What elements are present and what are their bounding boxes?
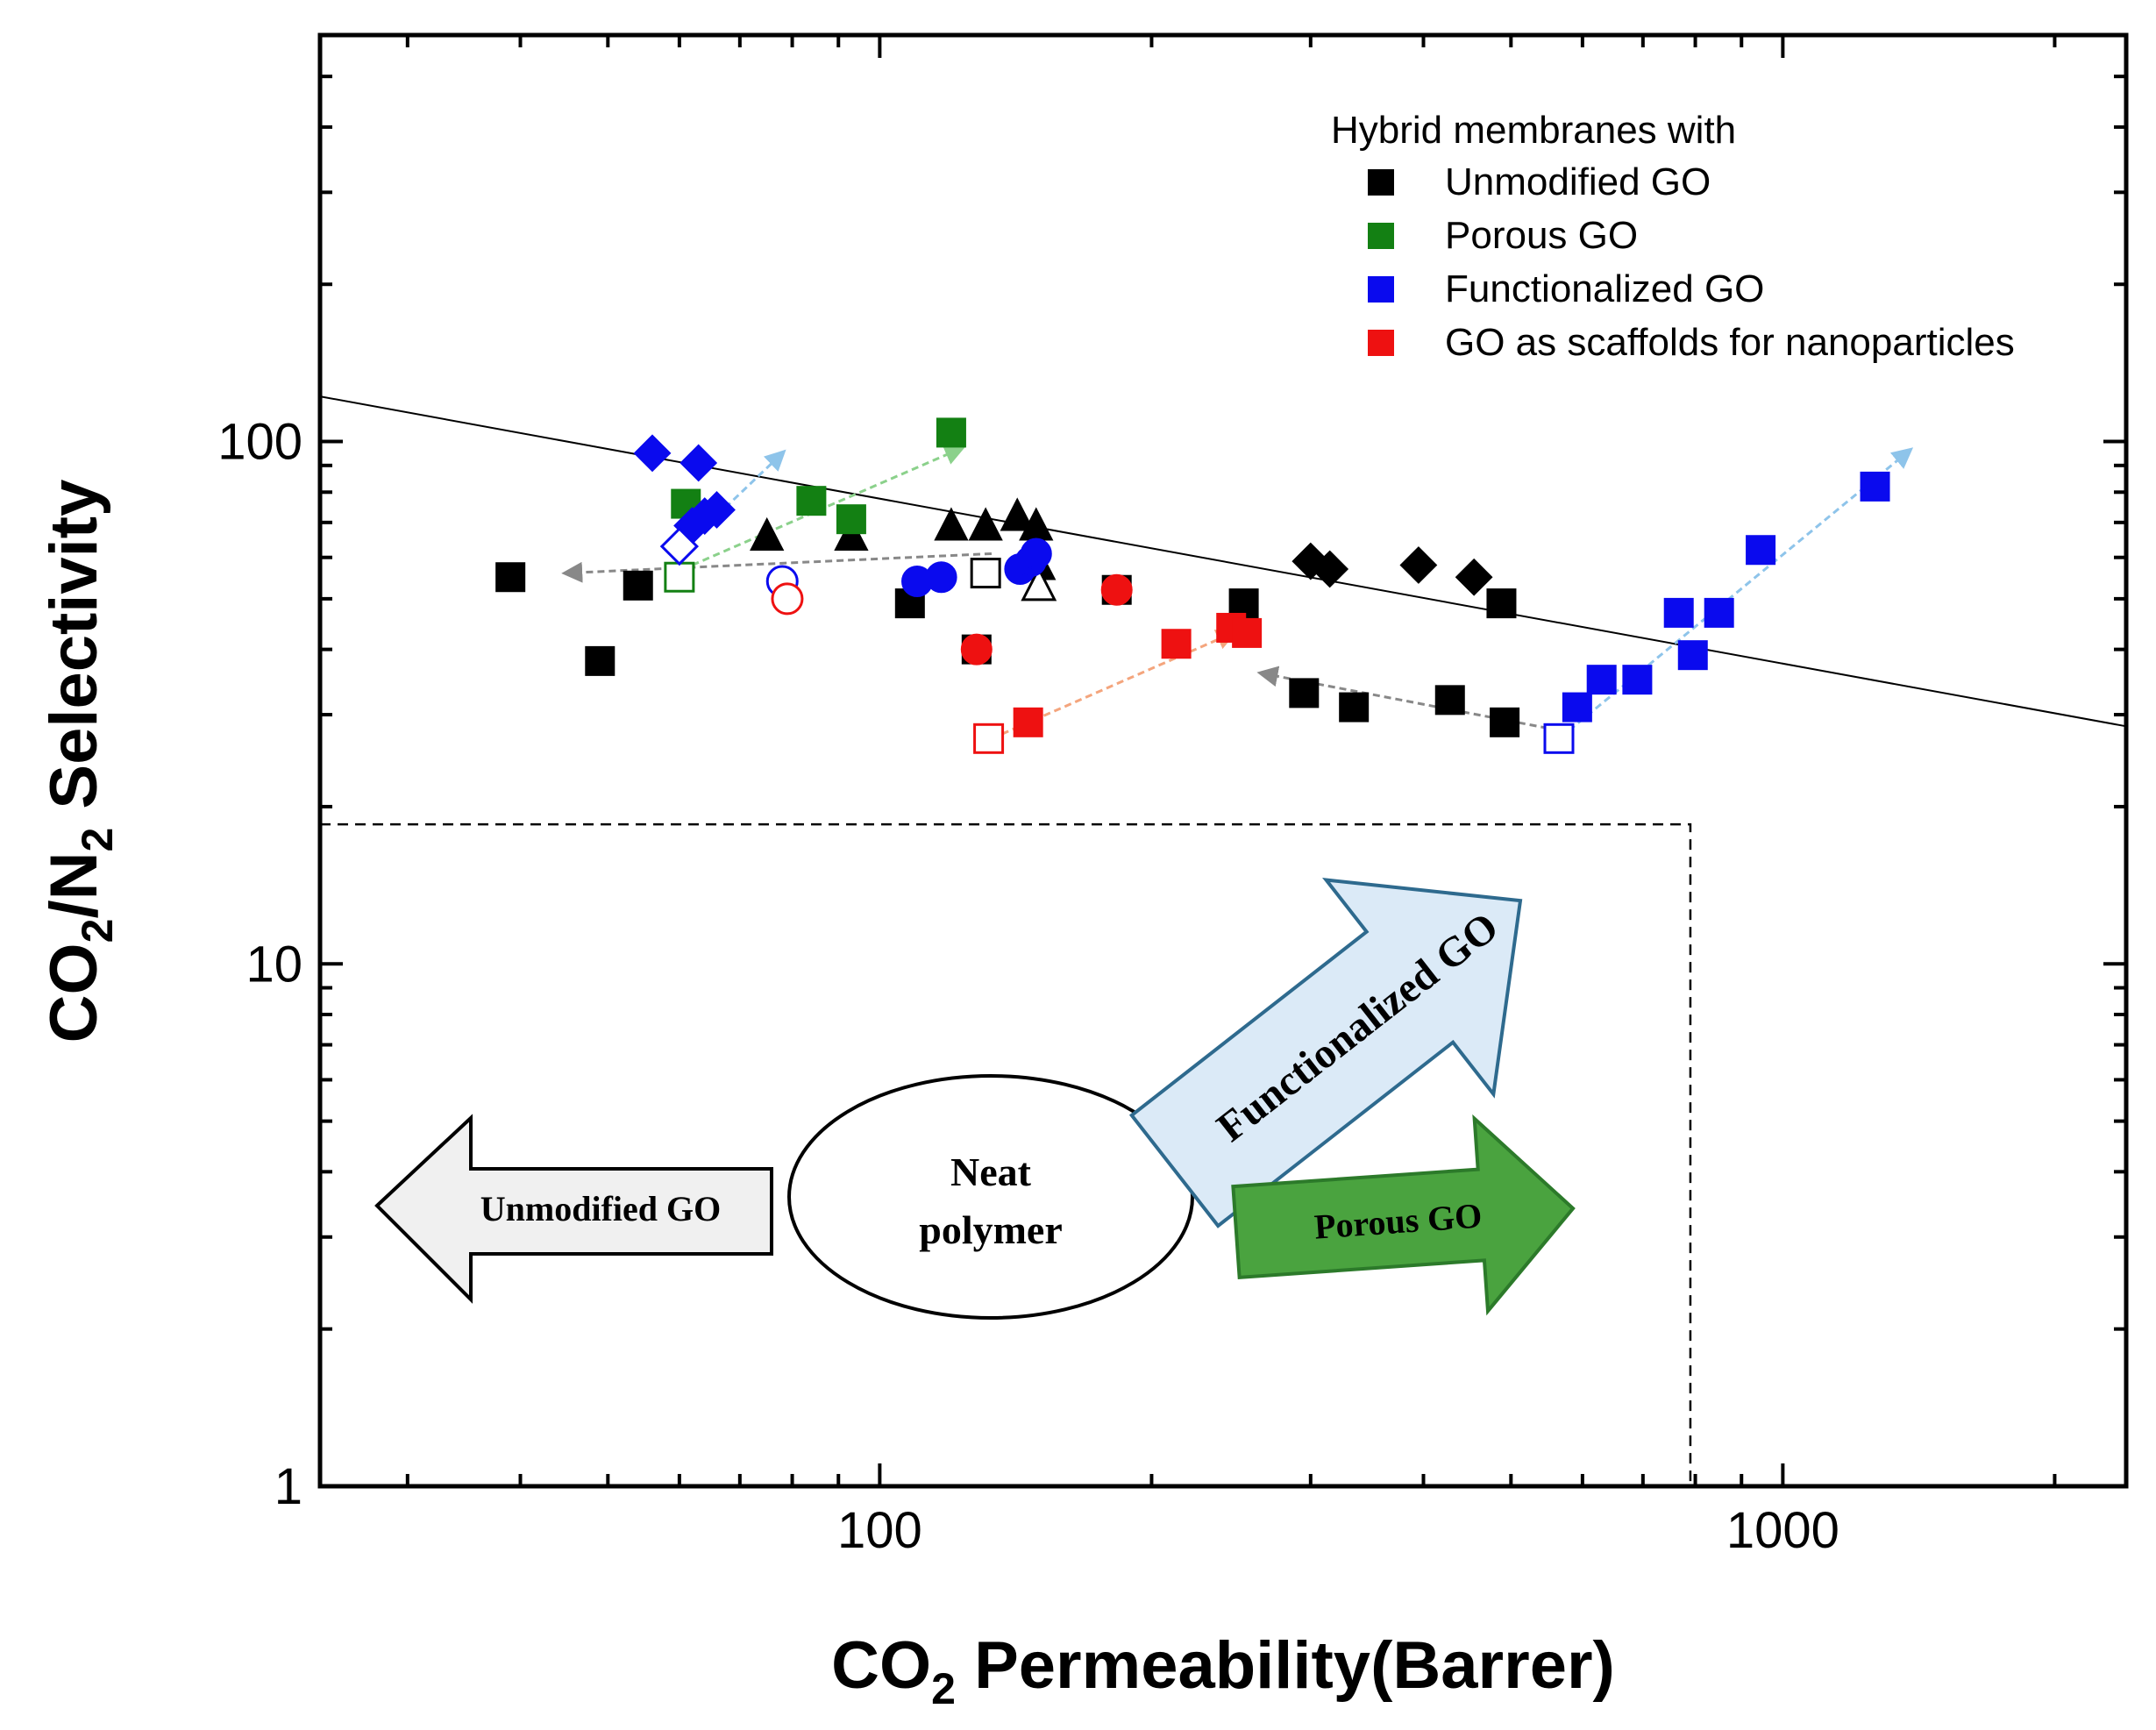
legend-label-scaffolds: GO as scaffolds for nanoparticles — [1445, 321, 2015, 364]
x-axis-title: CO2 Permeability(Barrer) — [831, 1628, 1615, 1713]
data-point — [1161, 629, 1192, 659]
legend-label-porous: Porous GO — [1445, 214, 1638, 257]
data-point — [1434, 685, 1465, 715]
porous-go-arrow: Porous GO — [1231, 1114, 1576, 1316]
y-tick-labels: 1 10 100 — [217, 414, 302, 1515]
unmodified-go-arrow-label: Unmodified GO — [480, 1189, 721, 1228]
data-point — [1000, 497, 1035, 531]
data-point — [973, 723, 1005, 754]
data-point — [796, 486, 827, 516]
dashed-region — [320, 822, 1692, 1486]
data-point — [1020, 538, 1052, 570]
data-point — [1543, 723, 1575, 754]
data-point — [1100, 573, 1133, 606]
neat-polymer-ellipse: Neat polymer — [787, 1074, 1194, 1320]
data-point — [968, 507, 1003, 541]
x-tick-labels: 100 1000 — [837, 1502, 1839, 1559]
data-point — [936, 417, 966, 448]
x-tick-label: 1000 — [1726, 1502, 1839, 1559]
trend-arrow — [1568, 447, 1914, 732]
data-point — [1677, 640, 1708, 671]
legend-swatch-functionalized — [1368, 276, 1394, 303]
data-point — [659, 526, 699, 566]
data-point — [750, 516, 785, 552]
data-point — [1562, 692, 1592, 723]
data-point — [698, 491, 736, 529]
data-point — [834, 516, 869, 552]
neat-polymer-line1: Neat — [950, 1150, 1032, 1194]
legend: Hybrid membranes with Unmodified GO Poro… — [1331, 109, 2015, 364]
data-point — [1860, 471, 1890, 502]
x-tick-label: 100 — [837, 1502, 922, 1559]
data-points — [495, 417, 1890, 754]
data-point — [1455, 558, 1493, 596]
data-point — [585, 645, 615, 676]
axis-ticks — [320, 33, 2126, 1488]
data-point — [495, 562, 526, 593]
plot-frame — [317, 32, 2129, 1489]
data-point — [934, 507, 969, 541]
y-tick-label: 100 — [217, 414, 302, 471]
data-point — [771, 582, 804, 616]
trend-arrow — [561, 552, 993, 583]
data-point — [1021, 566, 1057, 602]
data-point — [1622, 665, 1653, 695]
data-point — [1232, 617, 1263, 648]
data-point — [1013, 707, 1043, 737]
data-point — [1490, 707, 1520, 737]
data-point — [970, 558, 1001, 589]
y-tick-label: 10 — [245, 936, 302, 993]
data-point — [623, 570, 653, 601]
data-point — [1339, 692, 1370, 723]
y-tick-label: 1 — [274, 1458, 302, 1515]
data-point — [1289, 678, 1320, 708]
trend-arrow — [691, 445, 966, 566]
legend-swatch-porous — [1368, 223, 1394, 249]
dashed-boundary — [320, 822, 1692, 1486]
data-point — [1486, 588, 1517, 619]
trend-arrow — [991, 630, 1238, 740]
legend-label-unmodified: Unmodified GO — [1445, 160, 1711, 203]
data-point — [1311, 550, 1349, 588]
legend-label-functionalized: Functionalized GO — [1445, 267, 1764, 310]
data-point — [836, 504, 866, 535]
trend-arrow — [691, 449, 786, 541]
data-point — [1228, 588, 1259, 619]
data-point — [633, 434, 672, 473]
data-point — [664, 561, 695, 593]
data-point — [1704, 597, 1734, 628]
data-point — [1746, 535, 1776, 566]
neat-polymer-line2: polymer — [919, 1207, 1063, 1252]
data-point — [925, 561, 957, 594]
data-point — [1399, 546, 1438, 584]
data-point — [960, 633, 993, 666]
data-point — [680, 444, 718, 482]
y-axis-title: CO2/N2 Selectivity — [37, 480, 122, 1043]
legend-title: Hybrid membranes with — [1331, 109, 1736, 152]
data-point — [1586, 665, 1617, 695]
legend-swatch-scaffolds — [1368, 330, 1394, 356]
legend-swatch-unmodified — [1368, 169, 1394, 196]
unmodified-go-arrow: Unmodified GO — [374, 1114, 773, 1304]
upper-bound-line — [319, 395, 2127, 728]
data-point — [1663, 597, 1694, 628]
